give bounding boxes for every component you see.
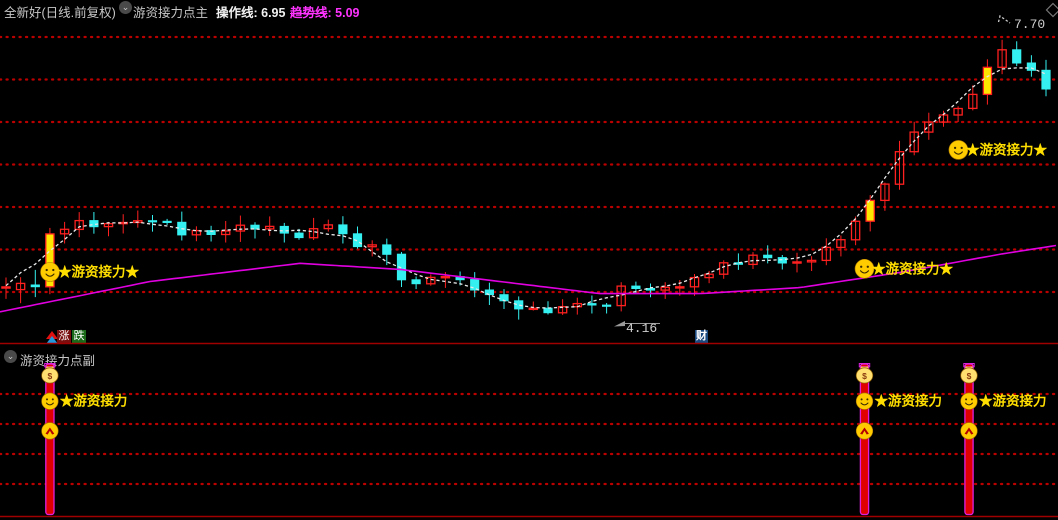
svg-text:★游资接力: ★游资接力 xyxy=(979,393,1047,409)
svg-text:7.70: 7.70 xyxy=(1014,17,1045,32)
svg-text:★游资接力★: ★游资接力★ xyxy=(872,260,953,276)
svg-text:★游资接力★: ★游资接力★ xyxy=(966,142,1047,158)
svg-text:$: $ xyxy=(48,371,53,381)
svg-text:$: $ xyxy=(967,371,972,381)
svg-text:4.16: 4.16 xyxy=(626,321,657,336)
svg-text:★游资接力: ★游资接力 xyxy=(60,393,128,409)
svg-text:$: $ xyxy=(862,371,867,381)
svg-text:★游资接力: ★游资接力 xyxy=(875,393,943,409)
svg-text:★游资接力★: ★游资接力★ xyxy=(58,264,139,280)
